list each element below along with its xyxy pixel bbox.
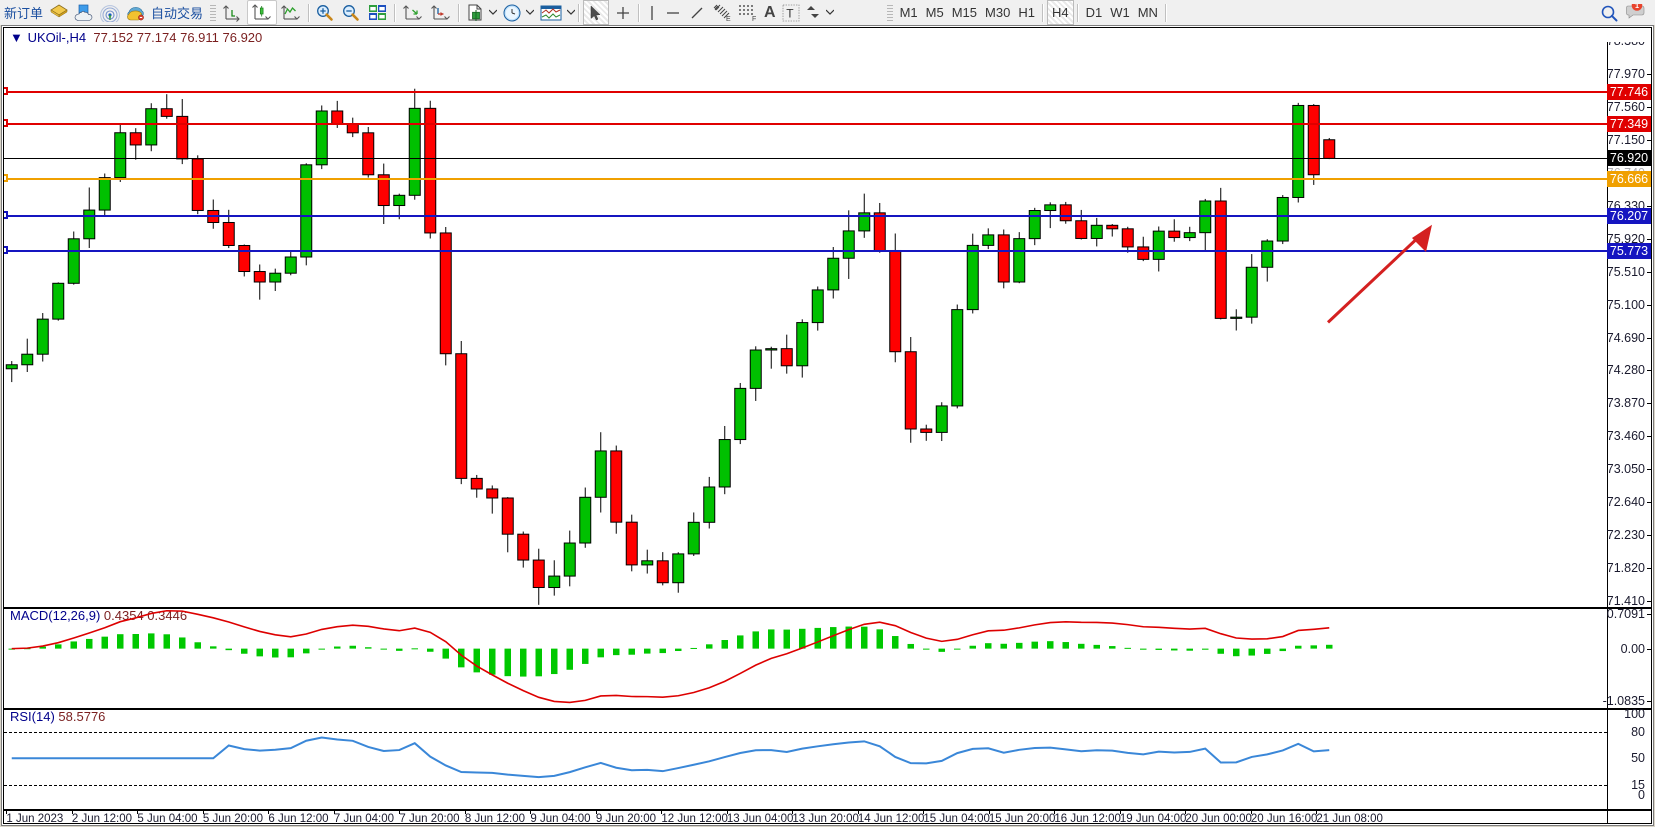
- svg-text:1: 1: [1635, 4, 1639, 10]
- svg-text:E: E: [726, 16, 731, 22]
- svg-text:F: F: [752, 16, 756, 22]
- svg-text:T: T: [786, 6, 794, 20]
